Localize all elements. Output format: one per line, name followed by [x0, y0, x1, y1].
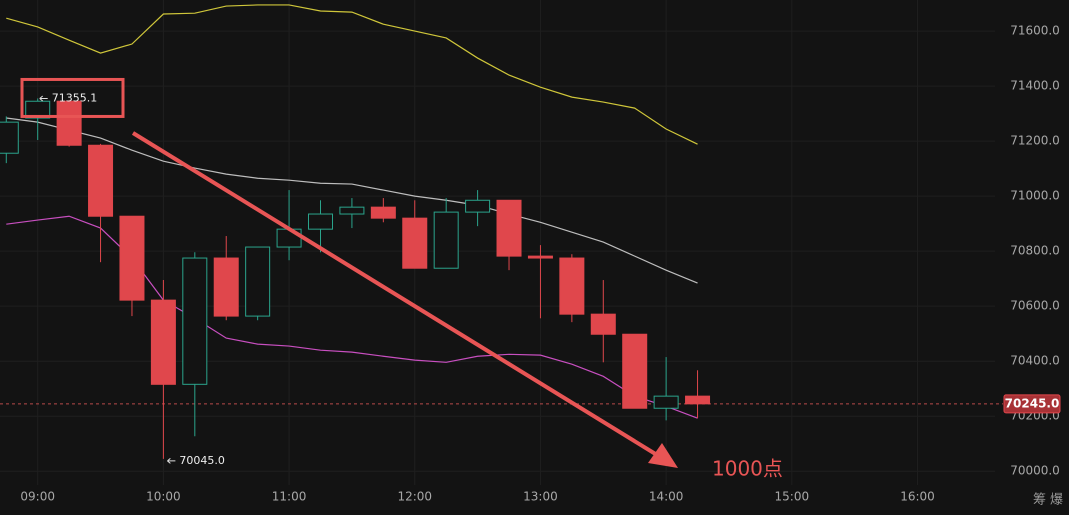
tool-button[interactable]: 筹	[1033, 492, 1046, 508]
y-tick-label: 70400.0	[1010, 354, 1060, 368]
annotation: 1000点	[712, 457, 783, 481]
candle-body	[245, 246, 271, 317]
price-tag	[1003, 394, 1061, 414]
candle-body	[339, 206, 365, 215]
trend-arrow	[131, 131, 664, 460]
candles	[0, 98, 711, 459]
candle-body	[653, 395, 679, 409]
candle-body	[307, 213, 333, 230]
candle-body	[559, 257, 585, 315]
y-tick-label: 70800.0	[1010, 244, 1060, 258]
low-label: 70045.0	[179, 454, 225, 467]
candle-body	[590, 313, 616, 335]
candle-body	[370, 206, 396, 219]
x-tick-label: 16:00	[900, 490, 935, 504]
candle-body	[213, 257, 239, 317]
tool-button[interactable]: 爆	[1050, 493, 1063, 508]
price-tag-label: 70245.0	[1005, 396, 1060, 410]
high-label: 71355.1	[52, 91, 98, 104]
label-arrow	[39, 95, 48, 102]
candle-body	[402, 217, 428, 269]
indicator-line	[6, 4, 698, 145]
candle-body	[496, 199, 522, 257]
y-tick-label: 70600.0	[1010, 299, 1060, 313]
y-tick-label: 71200.0	[1010, 134, 1060, 148]
x-tick-label: 12:00	[397, 490, 432, 504]
candle-body	[433, 211, 459, 269]
candle-body	[88, 144, 114, 217]
candle-body	[0, 121, 19, 154]
label-arrow	[167, 457, 176, 464]
candle-body	[119, 215, 145, 301]
x-tick-label: 10:00	[146, 490, 181, 504]
candle-body	[622, 333, 648, 409]
candle-body	[56, 100, 82, 146]
y-tick-label: 70000.0	[1010, 464, 1060, 478]
candle-body	[25, 100, 51, 119]
candle-body	[150, 299, 176, 385]
y-tick-label: 71000.0	[1010, 189, 1060, 203]
x-tick-label: 14:00	[649, 490, 684, 504]
indicator-line	[6, 117, 698, 284]
x-tick-label: 11:00	[272, 490, 307, 504]
highlight-box	[20, 77, 125, 118]
y-tick-label: 71600.0	[1010, 24, 1060, 38]
x-tick-label: 09:00	[20, 490, 55, 504]
candle-body	[527, 255, 553, 259]
labels: 70000.070200.070400.070600.070800.071000…	[20, 24, 1061, 504]
y-tick-label: 71400.0	[1010, 79, 1060, 93]
x-tick-label: 15:00	[775, 490, 810, 504]
candle-body	[685, 395, 711, 405]
arrow-head	[648, 443, 678, 468]
candle-body	[182, 257, 208, 385]
candle-body	[465, 199, 491, 213]
x-tick-label: 13:00	[523, 490, 558, 504]
